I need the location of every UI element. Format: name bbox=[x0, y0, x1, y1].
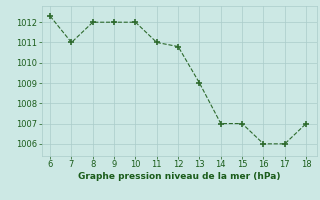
X-axis label: Graphe pression niveau de la mer (hPa): Graphe pression niveau de la mer (hPa) bbox=[78, 172, 280, 181]
